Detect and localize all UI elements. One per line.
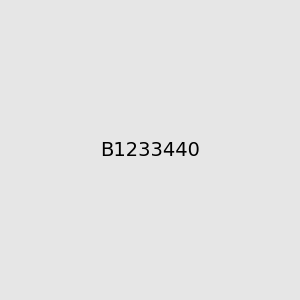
Text: B1233440: B1233440 (100, 140, 200, 160)
